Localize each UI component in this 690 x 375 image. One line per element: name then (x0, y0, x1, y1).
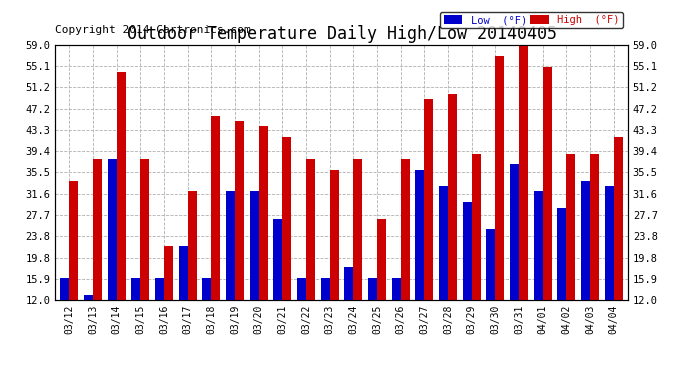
Bar (439, 186, 448, 365)
Bar (235, 121, 244, 365)
Bar (543, 67, 552, 365)
Bar (117, 72, 126, 365)
Bar (108, 159, 117, 365)
Bar (415, 170, 424, 365)
Bar (330, 170, 339, 365)
Bar (282, 137, 291, 365)
Bar (448, 94, 457, 365)
Bar (259, 126, 268, 365)
Bar (558, 208, 566, 365)
Bar (463, 202, 472, 365)
Bar (510, 164, 519, 365)
Bar (495, 56, 504, 365)
Bar (581, 181, 590, 365)
Bar (61, 278, 70, 365)
Bar (401, 159, 410, 365)
Bar (164, 246, 173, 365)
Bar (533, 192, 543, 365)
Bar (604, 186, 613, 365)
Bar (202, 278, 211, 365)
Text: Copyright 2014 Cartronics.com: Copyright 2014 Cartronics.com (55, 25, 251, 35)
Bar (392, 278, 401, 365)
Bar (211, 116, 220, 365)
Bar (140, 159, 150, 365)
Bar (188, 192, 197, 365)
Bar (297, 278, 306, 365)
Bar (179, 246, 188, 365)
Bar (273, 219, 282, 365)
Bar (472, 153, 481, 365)
Bar (613, 137, 622, 365)
Bar (131, 278, 140, 365)
Bar (368, 278, 377, 365)
Bar (377, 219, 386, 365)
Bar (84, 295, 93, 365)
Bar (424, 99, 433, 365)
Bar (155, 278, 164, 365)
Bar (250, 192, 259, 365)
Title: Outdoor Temperature Daily High/Low 20140405: Outdoor Temperature Daily High/Low 20140… (126, 26, 557, 44)
Bar (306, 159, 315, 365)
Bar (519, 45, 528, 365)
Legend: Low  (°F), High  (°F): Low (°F), High (°F) (440, 12, 622, 28)
Bar (344, 267, 353, 365)
Bar (321, 278, 330, 365)
Bar (566, 153, 575, 365)
Bar (93, 159, 102, 365)
Bar (353, 159, 362, 365)
Bar (226, 192, 235, 365)
Bar (590, 153, 599, 365)
Bar (486, 230, 495, 365)
Bar (70, 181, 79, 365)
